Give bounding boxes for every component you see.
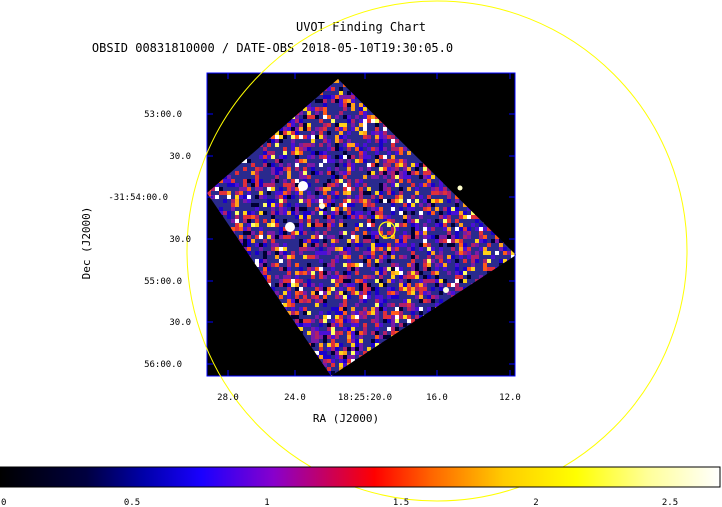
x-tick-label: 18:25:20.0: [338, 393, 392, 403]
target-circle: [378, 221, 396, 239]
bright-source: [457, 185, 463, 191]
y-tick-label: -31:54:00.0: [108, 193, 168, 203]
x-tick-label: 28.0: [217, 393, 239, 403]
y-tick-label: 30.0: [169, 152, 191, 162]
colorbar-tick-label: 2: [533, 498, 538, 507]
colorbar-tick-label: 2.5: [662, 498, 678, 507]
y-tick-label: 30.0: [169, 318, 191, 328]
x-axis-label: RA (J2000): [313, 412, 379, 425]
x-tick-label: 12.0: [499, 393, 521, 403]
bright-source: [443, 287, 449, 293]
y-tick-label: 56:00.0: [144, 360, 182, 370]
sources: [285, 181, 463, 293]
colorbar-tick-label: 0.5: [124, 498, 140, 507]
bright-source: [285, 222, 295, 232]
x-tick-label: 24.0: [284, 393, 306, 403]
colorbar: [0, 466, 721, 488]
tick-marks: [207, 73, 515, 376]
field-of-view-circle: [186, 0, 688, 502]
bright-source: [319, 203, 325, 209]
colorbar-tick-label: 0: [1, 498, 6, 507]
y-tick-label: 55:00.0: [144, 277, 182, 287]
y-axis-label: Dec (J2000): [80, 207, 93, 280]
x-tick-label: 16.0: [426, 393, 448, 403]
bright-source: [298, 181, 308, 191]
chart-title: UVOT Finding Chart: [295, 20, 427, 34]
y-tick-label: 30.0: [169, 235, 191, 245]
colorbar-tick-label: 1: [264, 498, 269, 507]
y-tick-label: 53:00.0: [144, 110, 182, 120]
chart-subtitle: OBSID 00831810000 / DATE-OBS 2018-05-10T…: [91, 41, 454, 55]
image-frame: [206, 72, 516, 377]
colorbar-tick-label: 1.5: [393, 498, 409, 507]
